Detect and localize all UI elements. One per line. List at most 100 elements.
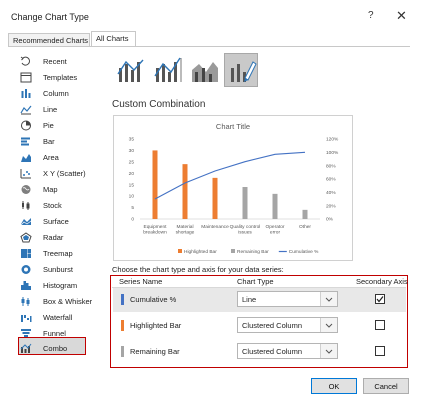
column-header-series-name: Series Name: [119, 277, 163, 286]
sidebar-item-scatter[interactable]: X Y (Scatter): [20, 166, 86, 180]
subtype-stacked-area-clustered-column[interactable]: [187, 53, 221, 87]
sidebar-item-label: Bar: [43, 136, 55, 146]
bar-remaining-bar: [302, 209, 308, 219]
chart-type-select[interactable]: Line: [237, 291, 338, 307]
y-tick-label: 10: [129, 194, 135, 200]
sidebar-item-column[interactable]: Column: [20, 86, 69, 100]
series-color-swatch: [121, 294, 124, 305]
chart-preview: Chart Title 0 5 10 15 20 25 30 35 0% 20% 40% 60% 80% 1…: [113, 115, 353, 261]
sidebar-item-label: Surface: [43, 216, 69, 226]
sidebar-item-label: Pie: [43, 120, 54, 130]
chevron-down-icon: [325, 297, 333, 302]
series-name: Highlighted Bar: [130, 321, 182, 330]
chart-type-select[interactable]: Clustered Column: [237, 317, 338, 333]
sidebar-item-area[interactable]: Area: [20, 150, 59, 164]
chart-type-value: Clustered Column: [242, 321, 303, 330]
legend-label: Cumulative %: [289, 249, 319, 255]
header-divider: [112, 287, 406, 288]
surface-chart-icon: [20, 217, 32, 225]
combo-chart: Chart Title 0 5 10 15 20 25 30 35 0% 20% 40% 60% 80% 1…: [129, 122, 339, 255]
clustered-column-line-secondary-icon: [154, 57, 182, 82]
sunburst-chart-icon: [21, 264, 31, 274]
templates-icon: [20, 72, 32, 82]
chevron-down-icon: [325, 323, 333, 328]
legend-swatch: [231, 249, 235, 253]
sidebar-item-label: Radar: [43, 232, 64, 242]
sidebar-item-bar[interactable]: Bar: [20, 134, 55, 148]
subtype-custom-combination[interactable]: [224, 53, 258, 87]
sidebar-item-templates[interactable]: Templates: [20, 70, 77, 84]
bar-highlighted-bar: [152, 150, 158, 219]
sidebar-item-combo[interactable]: Combo: [20, 341, 67, 355]
sidebar-item-funnel[interactable]: Funnel: [20, 326, 66, 340]
ok-button[interactable]: OK: [311, 378, 357, 394]
box-whisker-chart-icon: [21, 296, 30, 306]
y2-tick-label: 40%: [326, 190, 336, 196]
recent-icon: [20, 56, 30, 66]
help-button[interactable]: ?: [368, 10, 374, 21]
dropdown-button[interactable]: [320, 292, 337, 306]
sidebar-item-histogram[interactable]: Histogram: [20, 278, 77, 292]
sidebar-item-map[interactable]: Map: [20, 182, 58, 196]
chevron-down-icon: [325, 349, 333, 354]
sidebar-item-label: Recent: [43, 56, 67, 66]
map-chart-icon: [21, 184, 31, 194]
legend-label: Remaining Bar: [237, 249, 269, 255]
dropdown-button[interactable]: [320, 318, 337, 332]
radar-chart-icon: [20, 231, 32, 242]
sidebar-item-surface[interactable]: Surface: [20, 214, 69, 228]
y-tick-label: 5: [131, 205, 134, 211]
stacked-area-column-icon: [192, 62, 218, 82]
tab-recommended-charts[interactable]: Recommended Charts: [8, 33, 90, 47]
sidebar-item-recent[interactable]: Recent: [20, 54, 67, 68]
scatter-chart-icon: [20, 168, 31, 178]
sidebar-item-stock[interactable]: Stock: [20, 198, 62, 212]
chart-type-select[interactable]: Clustered Column: [237, 343, 338, 359]
sidebar-item-waterfall[interactable]: Waterfall: [20, 310, 72, 324]
y-tick-label: 20: [129, 171, 135, 177]
bar-remaining-bar: [242, 187, 248, 219]
y2-tick-label: 80%: [326, 163, 336, 169]
chart-title: Chart Title: [216, 122, 250, 131]
close-button[interactable]: ✕: [396, 8, 407, 23]
subtype-clustered-column-line[interactable]: [113, 53, 147, 87]
sidebar-item-radar[interactable]: Radar: [20, 230, 63, 244]
sidebar-item-label: Treemap: [43, 248, 73, 258]
x-tick-label: shortage: [176, 230, 195, 236]
secondary-axis-checkbox[interactable]: [375, 346, 385, 356]
tab-all-charts[interactable]: All Charts: [91, 31, 136, 47]
subtype-clustered-column-line-secondary[interactable]: [150, 53, 184, 87]
sidebar-item-label: Sunburst: [43, 264, 74, 274]
sidebar-item-label: X Y (Scatter): [43, 168, 86, 178]
series-row-cumulative[interactable]: Cumulative % Line: [113, 288, 406, 312]
combo-chart-icon: [20, 343, 32, 353]
series-row-remaining[interactable]: Remaining Bar Clustered Column: [113, 340, 406, 364]
funnel-chart-icon: [21, 328, 31, 337]
cancel-button[interactable]: Cancel: [363, 378, 409, 394]
sidebar-item-sunburst[interactable]: Sunburst: [20, 262, 73, 276]
sidebar-item-treemap[interactable]: Treemap: [20, 246, 73, 260]
treemap-chart-icon: [21, 248, 31, 258]
sidebar-item-label: Area: [43, 152, 59, 162]
sidebar-item-pie[interactable]: Pie: [20, 118, 54, 132]
histogram-chart-icon: [21, 280, 31, 290]
y2-tick-label: 20%: [326, 203, 336, 209]
y-tick-label: 0: [131, 217, 134, 223]
x-tick-label: error: [270, 230, 281, 236]
sidebar-item-line[interactable]: Line: [20, 102, 57, 116]
sidebar-item-label: Waterfall: [43, 312, 73, 322]
sidebar-item-box-whisker[interactable]: Box & Whisker: [20, 294, 92, 308]
x-tick-label: Material: [176, 224, 193, 230]
sidebar-item-label: Line: [43, 104, 58, 114]
combo-selection-highlight: [18, 337, 86, 355]
line-cumulative-percent: [154, 151, 306, 200]
column-header-chart-type: Chart Type: [237, 277, 274, 286]
dropdown-button[interactable]: [320, 344, 337, 358]
series-grid: Series Name Chart Type Secondary Axis Cu…: [110, 275, 408, 368]
series-row-highlighted[interactable]: Highlighted Bar Clustered Column: [113, 314, 406, 338]
y2-tick-label: 60%: [326, 177, 336, 183]
secondary-axis-checkbox[interactable]: [375, 320, 385, 330]
bar-remaining-bar: [272, 193, 278, 219]
x-tick-label: Other: [299, 224, 311, 230]
secondary-axis-checkbox[interactable]: [375, 294, 385, 304]
